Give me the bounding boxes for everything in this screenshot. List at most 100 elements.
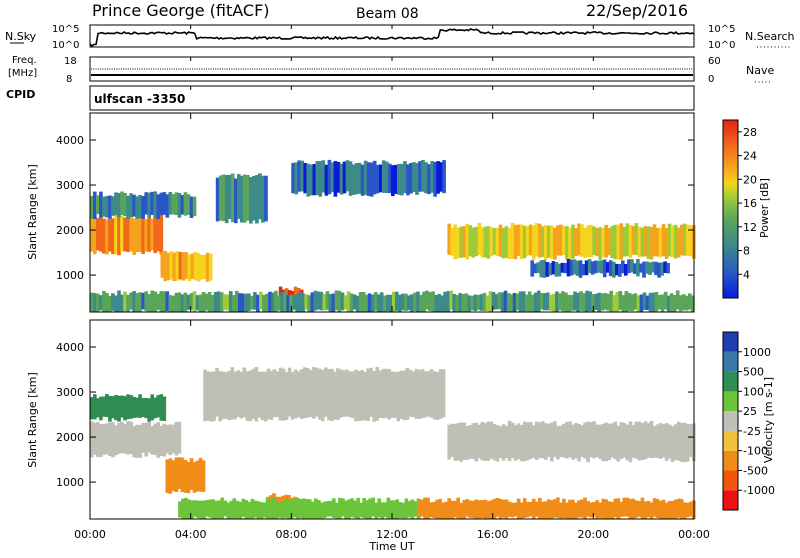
range-time-cell-1	[147, 192, 152, 218]
velocity-ylabel: Slant Range [km]	[26, 372, 39, 468]
range-time-cell-6	[392, 500, 397, 519]
range-time-cell-4	[426, 371, 431, 417]
range-time-cell-8	[449, 290, 454, 310]
power-colorbar-tick: 28	[743, 126, 757, 139]
range-time-cell-7	[538, 497, 542, 519]
range-time-cell-7	[612, 261, 616, 278]
range-time-cell-6	[571, 224, 575, 259]
range-time-cell-5	[498, 426, 503, 458]
velocity-colorbar-tick: -500	[743, 464, 768, 477]
range-time-cell-8	[361, 292, 366, 312]
range-time-cell-8	[621, 295, 626, 312]
range-time-cell-6	[314, 498, 318, 519]
range-time-cell-4	[233, 371, 238, 420]
range-time-cell-4	[333, 371, 337, 420]
range-time-cell-5	[495, 425, 500, 462]
range-time-cell-5	[439, 162, 443, 192]
range-time-cell-1	[132, 194, 136, 217]
range-time-cell-3	[218, 175, 223, 221]
range-time-cell-6	[338, 497, 342, 519]
x-axis-label: Time UT	[368, 540, 414, 553]
range-time-cell-7	[489, 500, 494, 519]
range-time-cell-7	[539, 260, 544, 278]
range-time-cell-8	[597, 292, 602, 312]
range-time-cell-6	[595, 228, 599, 257]
range-time-cell-8	[195, 295, 200, 311]
range-time-cell-6	[562, 226, 566, 255]
range-time-cell-7	[565, 502, 569, 519]
range-time-cell-5	[327, 159, 332, 195]
range-time-cell-8	[171, 295, 176, 312]
range-time-cell-2	[198, 457, 203, 492]
range-time-cell-5	[291, 162, 295, 194]
range-time-cell-5	[453, 423, 458, 461]
range-time-cell-7	[542, 259, 547, 278]
freq-tick-high: 18	[64, 56, 77, 67]
range-time-cell-6	[359, 502, 363, 518]
range-time-cell-7	[541, 501, 545, 519]
range-time-cell-5	[568, 421, 572, 458]
range-time-cell-0	[138, 424, 142, 458]
range-time-cell-6	[468, 225, 473, 257]
range-time-cell-2	[180, 457, 185, 492]
range-time-cell-6	[598, 227, 603, 260]
range-time-cell-8	[186, 294, 191, 310]
range-time-cell-5	[333, 161, 338, 197]
range-time-cell-2	[175, 251, 180, 281]
range-time-cell-8	[500, 292, 505, 312]
range-time-cell-8	[322, 294, 327, 311]
range-time-cell-5	[655, 424, 660, 458]
range-time-cell-1	[135, 397, 139, 418]
range-time-cell-7	[534, 501, 539, 517]
range-time-cell-6	[380, 502, 385, 519]
range-time-cell-4	[432, 371, 437, 420]
range-time-cell-0	[132, 218, 136, 255]
x-tick-label: 12:00	[376, 528, 408, 541]
range-time-cell-7	[441, 502, 445, 519]
x-tick-label: 04:00	[175, 528, 207, 541]
range-time-cell-6	[556, 225, 560, 256]
range-time-cell-4	[372, 371, 377, 422]
range-time-cell-1	[153, 397, 158, 419]
range-time-cell-8	[192, 291, 197, 312]
range-time-cell-6	[471, 227, 476, 258]
range-time-cell-6	[323, 501, 327, 518]
range-time-cell-8	[455, 295, 460, 312]
range-time-cell-0	[141, 214, 145, 254]
range-time-cell-8	[135, 293, 139, 312]
range-time-cell-5	[385, 161, 389, 193]
range-time-cell-7	[453, 500, 458, 518]
range-time-cell-0	[165, 424, 170, 454]
range-time-cell-4	[336, 368, 340, 420]
range-time-cell-7	[598, 502, 603, 519]
range-time-cell-8	[129, 292, 133, 310]
range-time-cell-4	[348, 371, 352, 418]
range-time-cell-8	[633, 293, 638, 310]
range-time-cell-6	[241, 498, 246, 517]
range-time-cell-3	[234, 178, 238, 224]
range-time-cell-6	[619, 223, 624, 260]
range-time-cell-1	[159, 394, 164, 421]
range-time-cell-8	[198, 294, 203, 312]
range-time-cell-7	[562, 498, 566, 519]
velocity-colorbar-segment	[723, 411, 738, 431]
range-time-cell-5	[628, 421, 633, 463]
range-time-cell-1	[186, 194, 191, 215]
range-time-cell-5	[664, 423, 669, 461]
range-time-cell-6	[256, 501, 261, 519]
range-time-cell-6	[301, 498, 306, 519]
range-time-cell-0	[126, 421, 130, 455]
range-time-cell-6	[214, 500, 218, 519]
range-time-cell-5	[421, 160, 425, 192]
range-time-cell-7	[613, 498, 618, 518]
velocity-colorbar-segment	[723, 332, 738, 352]
range-time-cell-1	[96, 398, 100, 418]
range-time-cell-6	[193, 500, 197, 517]
range-time-cell-1	[144, 192, 149, 215]
range-time-cell-6	[259, 502, 264, 519]
range-time-cell-6	[516, 224, 521, 256]
range-time-cell-6	[238, 501, 243, 519]
range-time-cell-8	[657, 295, 662, 310]
range-time-cell-1	[168, 192, 173, 215]
range-time-cell-5	[574, 423, 578, 459]
